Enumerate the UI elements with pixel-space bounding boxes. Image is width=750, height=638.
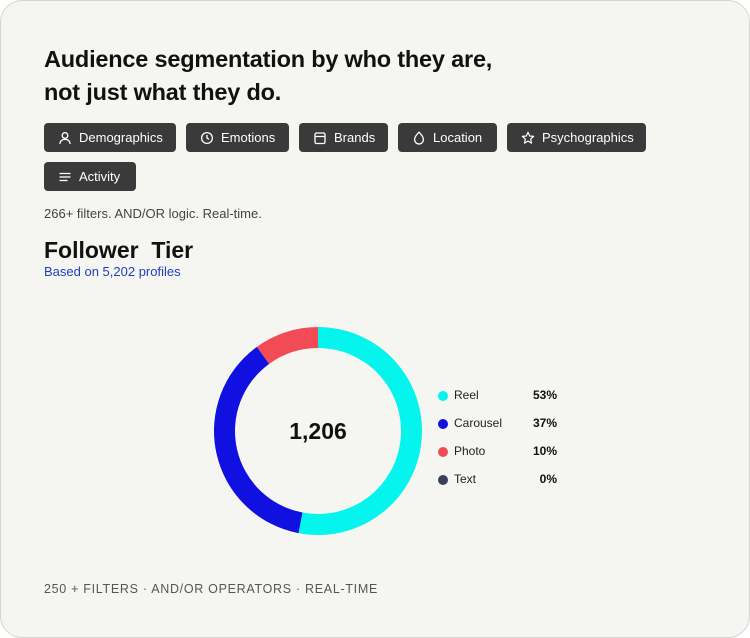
chip-label: Location: [433, 130, 483, 145]
clock-icon: [200, 131, 214, 145]
donut-center-value: 1,206: [289, 418, 347, 444]
legend-label: Photo: [454, 444, 486, 458]
donut-slice-reel: [298, 327, 423, 535]
filter-chips: Demographics Emotions Brands Location Ps…: [44, 123, 684, 203]
chart-legend: Reel 53% Carousel 37% Photo 10% Text 0%: [438, 382, 568, 494]
drop-icon: [412, 130, 426, 145]
section-title: Follower Tier: [44, 237, 194, 263]
legend-swatch: [438, 447, 448, 457]
legend-swatch: [438, 391, 448, 401]
footer-note: 250 + FILTERS · AND/OR OPERATORS · REAL-…: [44, 582, 378, 596]
chip-location[interactable]: Location: [398, 123, 497, 152]
chip-label: Activity: [79, 169, 121, 184]
legend-item-carousel: Carousel 37%: [438, 410, 568, 438]
legend-value: 53%: [532, 388, 557, 402]
calendar-icon: [313, 131, 327, 145]
legend-label: Reel: [454, 388, 479, 402]
menu-lines-icon: [58, 170, 72, 184]
chip-label: Psychographics: [542, 130, 634, 145]
filters-note: 266+ filters. AND/OR logic. Real-time.: [44, 206, 262, 221]
section-subtitle: Based on 5,202 profiles: [44, 264, 181, 279]
chip-label: Emotions: [221, 130, 276, 145]
legend-item-reel: Reel 53%: [438, 382, 568, 410]
headline-line-2: not just what they do.: [44, 79, 282, 105]
chip-label: Brands: [334, 130, 376, 145]
legend-label: Carousel: [454, 416, 503, 430]
chip-brands[interactable]: Brands: [299, 123, 388, 152]
legend-value: 37%: [532, 416, 557, 430]
chip-psychographics[interactable]: Psychographics: [507, 123, 646, 152]
legend-label: Text: [454, 472, 477, 486]
legend-swatch: [438, 475, 448, 485]
legend-item-photo: Photo 10%: [438, 438, 568, 466]
legend-value: 0%: [539, 472, 557, 486]
legend-swatch: [438, 419, 448, 429]
user-icon: [58, 131, 72, 145]
headline: Audience segmentation by who they are, n…: [44, 43, 604, 109]
chip-demographics[interactable]: Demographics: [44, 123, 176, 152]
headline-line-1: Audience segmentation by who they are,: [44, 46, 493, 72]
legend-value: 10%: [532, 444, 557, 458]
donut-slice-carousel: [214, 346, 303, 534]
legend-item-text: Text 0%: [438, 466, 568, 494]
chip-emotions[interactable]: Emotions: [186, 123, 289, 152]
donut-chart: [214, 327, 423, 535]
chip-activity[interactable]: Activity: [44, 162, 136, 191]
chip-label: Demographics: [79, 130, 163, 145]
star-icon: [521, 131, 535, 145]
donut-slice-photo: [256, 327, 318, 364]
